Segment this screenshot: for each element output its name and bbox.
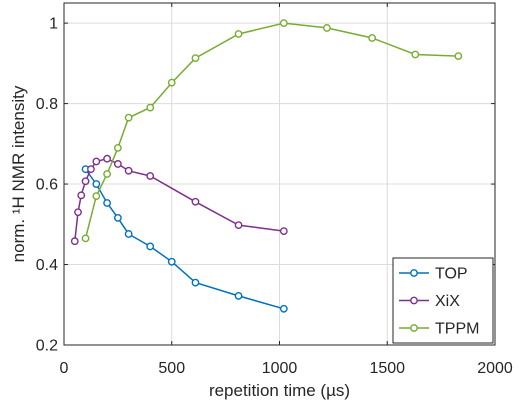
y-axis-label: norm. ¹H NMR intensity [9, 85, 28, 262]
y-tick-label: 1 [49, 16, 58, 33]
data-point-tppm [92, 192, 101, 201]
legend-swatch-marker [410, 269, 418, 277]
legend-label: XiX [435, 293, 460, 310]
data-point-top [191, 278, 200, 287]
data-point-xix [77, 191, 86, 200]
data-point-tppm [234, 30, 243, 38]
data-point-xix [87, 165, 95, 174]
legend-item-tppm: TPPM [399, 321, 479, 338]
data-point-tppm [279, 19, 288, 28]
data-point-tppm [411, 50, 420, 59]
data-point-top [167, 257, 176, 266]
data-point-top [92, 180, 101, 188]
legend-label: TOP [435, 266, 468, 283]
data-point-tppm [368, 34, 377, 42]
data-point-top [279, 304, 288, 313]
data-point-xix [70, 237, 79, 246]
x-axis-label: repetition time (µs) [209, 381, 350, 400]
data-point-tppm [103, 170, 112, 178]
data-point-tppm [167, 78, 176, 87]
series-top [81, 165, 288, 313]
x-tick-label: 1500 [369, 360, 405, 377]
data-point-tppm [124, 113, 133, 122]
legend-item-top: TOP [399, 266, 468, 283]
data-point-tppm [323, 24, 331, 32]
data-point-xix [234, 221, 243, 229]
series-xix [70, 154, 288, 246]
series-line-tppm [84, 22, 459, 239]
data-point-xix [103, 154, 112, 163]
data-point-top [124, 230, 133, 238]
y-tick-label: 0.8 [36, 96, 58, 113]
data-point-xix [113, 160, 122, 168]
data-point-xix [92, 157, 101, 166]
data-point-tppm [113, 143, 122, 152]
data-point-top [234, 292, 243, 300]
x-tick-label: 2000 [477, 360, 513, 377]
data-point-xix [191, 197, 200, 206]
legend-label: TPPM [435, 321, 479, 338]
data-point-tppm [81, 234, 90, 243]
series-tppm [81, 19, 463, 243]
legend-swatch-marker [410, 324, 418, 332]
data-point-xix [124, 166, 133, 175]
x-tick-labels: 0 500 1000 1500 2000 [60, 360, 513, 377]
data-point-xix [146, 172, 155, 180]
data-point-tppm [454, 52, 463, 61]
data-point-top [146, 242, 155, 251]
data-point-xix [279, 227, 288, 236]
series-line-top [84, 168, 285, 310]
legend: TOP XiX TPPM [392, 257, 494, 344]
x-tick-label: 500 [158, 360, 185, 377]
data-point-xix [81, 177, 90, 186]
data-point-top [103, 199, 112, 207]
data-point-xix [74, 208, 82, 217]
y-tick-labels: 0.2 0.4 0.6 0.8 1 [36, 16, 58, 355]
series-layer [70, 19, 463, 313]
y-tick-label: 0.6 [36, 177, 58, 194]
data-point-tppm [146, 103, 155, 112]
legend-swatch-marker [410, 296, 418, 305]
x-tick-label: 1000 [262, 360, 298, 377]
data-point-top [113, 213, 122, 222]
legend-item-xix: XiX [399, 293, 460, 310]
y-tick-label: 0.2 [36, 338, 58, 355]
y-tick-label: 0.4 [36, 257, 58, 274]
x-tick-label: 0 [60, 360, 69, 377]
data-point-tppm [191, 54, 200, 63]
